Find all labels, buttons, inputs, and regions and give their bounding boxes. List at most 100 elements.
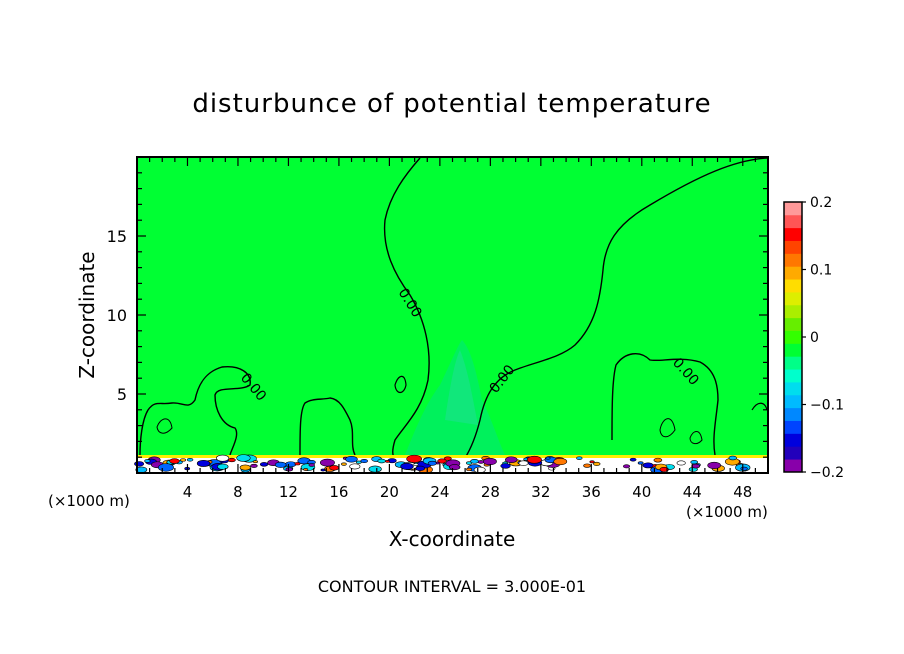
contour-line <box>751 402 768 411</box>
surface-noise-mark <box>285 467 294 472</box>
surface-noise-band <box>134 454 768 474</box>
x-tick-label: 32 <box>531 483 550 501</box>
x-tick-label: 4 <box>183 483 193 501</box>
surface-noise-mark <box>250 463 258 468</box>
surface-noise-mark <box>341 462 347 466</box>
surface-noise-mark <box>329 465 340 471</box>
contour-line <box>156 418 173 434</box>
surface-noise-mark <box>553 457 568 466</box>
surface-band-top <box>137 455 768 458</box>
surface-noise-mark <box>377 458 386 464</box>
colorbar-cell <box>784 407 802 421</box>
surface-noise-mark <box>294 462 301 466</box>
x-unit-left: (×1000 m) <box>48 492 130 510</box>
contour-line <box>611 353 719 456</box>
colorbar-cell <box>784 304 802 319</box>
surface-noise-mark <box>215 454 230 462</box>
surface-noise-mark <box>691 463 701 469</box>
contour-line <box>464 157 768 459</box>
surface-noise-mark <box>158 463 174 472</box>
x-tick-label: 28 <box>481 483 500 501</box>
colorbar-cell <box>784 369 802 383</box>
colorbar-cell <box>784 214 802 229</box>
x-tick-label: 44 <box>683 483 702 501</box>
x-tick-label: 48 <box>733 483 752 501</box>
surface-noise-mark <box>659 466 669 472</box>
colorbar-cell <box>784 317 802 331</box>
surface-noise-mark <box>303 468 309 471</box>
surface-noise-mark <box>144 459 151 463</box>
surface-noise-mark <box>637 461 644 465</box>
surface-noise-mark <box>227 457 236 463</box>
surface-noise-mark <box>707 461 721 469</box>
surface-noise-mark <box>196 459 211 467</box>
colorbar-cell <box>784 420 802 434</box>
chart-title: disturbunce of potential temperature <box>192 89 711 119</box>
colorbar-tick-label: 0 <box>810 330 819 346</box>
x-tick-label: 16 <box>329 483 348 501</box>
surface-noise-mark <box>259 462 269 467</box>
surface-noise-marks <box>134 454 751 474</box>
surface-noise-mark <box>239 464 251 471</box>
surface-noise-mark <box>345 455 358 463</box>
colorbar-tick-label: −0.2 <box>810 465 844 481</box>
surface-noise-mark <box>400 462 414 470</box>
x-tick-label: 24 <box>430 483 449 501</box>
surface-noise-mark <box>319 458 335 467</box>
colorbar-cell <box>784 356 802 370</box>
surface-noise-mark <box>169 458 180 464</box>
surface-noise-mark <box>466 467 472 471</box>
surface-noise-mark <box>448 464 461 471</box>
surface-noise-mark <box>728 455 737 461</box>
surface-noise-mark <box>413 463 419 466</box>
y-tick-label: 10 <box>107 306 127 325</box>
colorbar-cells <box>784 202 802 473</box>
contour-line <box>689 431 703 445</box>
x-tick-label: 40 <box>632 483 651 501</box>
surface-noise-mark <box>437 458 447 464</box>
surface-noise-mark <box>477 460 485 464</box>
colorbar-cell <box>784 266 802 280</box>
y-tick-label: 15 <box>107 227 127 246</box>
colorbar-cell <box>784 433 802 447</box>
surface-noise-mark <box>360 458 368 464</box>
colorbar-cell <box>784 446 802 460</box>
surface-noise-mark <box>526 455 542 464</box>
surface-noise-mark <box>583 463 591 468</box>
colorbar-tick-label: 0.1 <box>810 263 832 279</box>
surface-noise-mark <box>623 464 631 469</box>
surface-noise-mark <box>740 466 748 471</box>
colorbar-cell <box>784 292 802 306</box>
colorbar-cell <box>784 227 802 241</box>
surface-noise-mark <box>676 460 686 466</box>
y-tick-label: 5 <box>117 385 127 404</box>
x-tick-label: 36 <box>582 483 601 501</box>
x-tick-label: 12 <box>279 483 298 501</box>
colorbar-cell <box>784 459 802 473</box>
surface-noise-mark <box>349 463 361 470</box>
x-tick-labels: 4 8 12 16 20 24 28 32 36 40 44 48 <box>183 483 753 501</box>
plot-area: 0.00 0.00 0.00 0.00 <box>134 156 769 474</box>
y-axis-label: Z-coordinate <box>75 251 99 378</box>
surface-noise-mark <box>236 454 251 462</box>
colorbar-cell <box>784 240 802 254</box>
surface-noise-mark <box>186 457 194 462</box>
colorbar-tick-label: −0.1 <box>810 398 844 414</box>
colorbar-ticks: 0.2 0.1 0 −0.1 −0.2 <box>802 195 844 481</box>
surface-noise-mark <box>308 463 315 467</box>
surface-noise-mark <box>320 468 326 472</box>
colorbar-cell <box>784 382 802 396</box>
contour-line <box>394 375 407 394</box>
contour-line <box>659 418 676 438</box>
x-tick-label: 8 <box>233 483 243 501</box>
surface-noise-mark <box>473 466 486 474</box>
surface-noise-mark <box>134 461 145 467</box>
colorbar-cell <box>784 330 802 344</box>
surface-noise-mark <box>285 461 297 468</box>
contour-line <box>299 397 356 456</box>
surface-noise-mark <box>545 456 551 460</box>
colorbar: 0.2 0.1 0 −0.1 −0.2 <box>783 195 844 481</box>
colorbar-cell <box>784 279 802 293</box>
surface-noise-mark <box>252 460 259 464</box>
